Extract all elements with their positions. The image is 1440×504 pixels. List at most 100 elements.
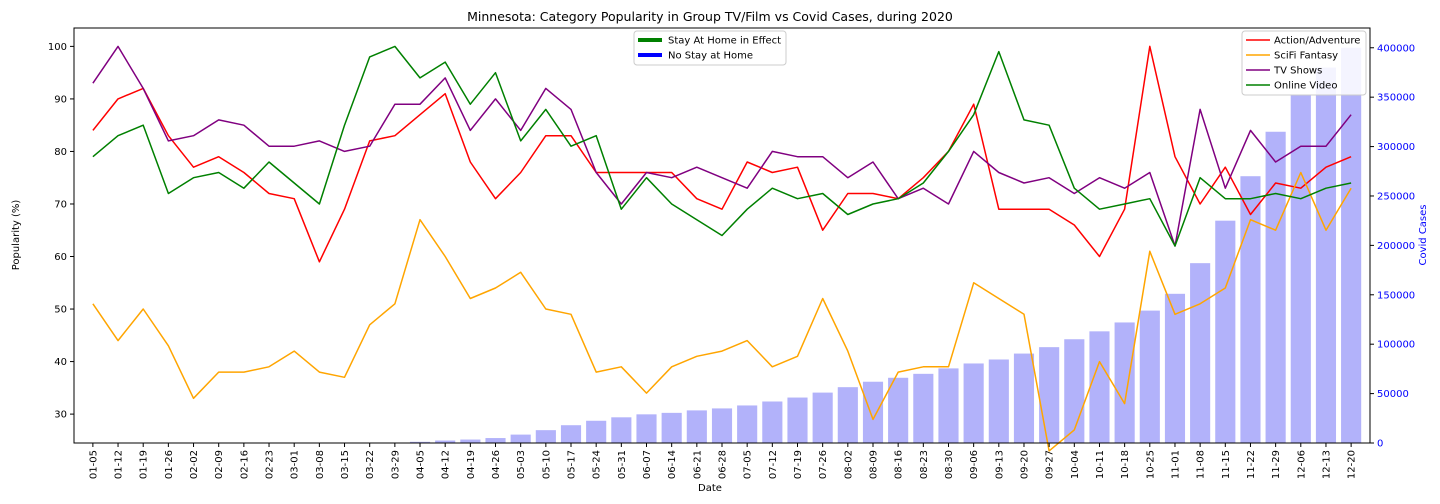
y2-tick-label: 150000: [1377, 290, 1415, 301]
y2-tick-label: 350000: [1377, 93, 1415, 104]
covid-bar: [409, 441, 431, 443]
covid-bar: [485, 438, 506, 443]
covid-bar: [586, 420, 607, 443]
series-lines: [92, 45, 1352, 452]
x-tick-label: 05-24: [592, 450, 603, 479]
covid-bar: [560, 425, 582, 443]
covid-bar: [1215, 220, 1236, 443]
covid-bar: [1039, 347, 1060, 443]
x-tick-label: 08-02: [843, 450, 854, 479]
legend-label: Stay At Home in Effect: [668, 36, 781, 47]
series-line-scifi-fantasy: [92, 171, 1352, 452]
covid-bar: [737, 405, 758, 443]
y2-tick-label: 400000: [1377, 43, 1415, 54]
covid-bar: [1190, 263, 1211, 443]
y-tick-label: 70: [54, 199, 67, 210]
covid-bar: [1164, 293, 1186, 443]
legend-label: Online Video: [1274, 81, 1337, 92]
x-tick-label: 12-06: [1296, 450, 1307, 479]
x-tick-label: 10-04: [1070, 450, 1081, 479]
covid-bar: [1013, 353, 1035, 443]
x-tick-label: 11-01: [1171, 450, 1182, 479]
x-tick-label: 03-22: [365, 450, 376, 479]
series-line-tv-shows: [92, 45, 1352, 247]
covid-bar: [460, 439, 481, 443]
x-tick-label: 03-08: [315, 450, 326, 479]
x-tick-label: 11-08: [1196, 450, 1207, 479]
y2-tick-label: 50000: [1377, 389, 1409, 400]
y2-tick-label: 100000: [1377, 340, 1415, 351]
covid-bar: [510, 434, 531, 443]
x-tick-label: 05-31: [617, 450, 628, 479]
x-tick-label: 06-28: [718, 450, 729, 479]
covid-bar: [913, 373, 934, 443]
x-tick-label: 11-22: [1246, 450, 1257, 479]
covid-bar: [1265, 131, 1286, 443]
covid-bar: [1240, 176, 1261, 443]
x-tick-label: 05-10: [541, 450, 552, 479]
x-tick-label: 01-05: [88, 450, 99, 479]
x-tick-label: 11-15: [1221, 450, 1232, 479]
x-tick-label: 10-25: [1145, 450, 1156, 479]
legend-label: TV Shows: [1273, 66, 1322, 77]
y2-tick-label: 0: [1377, 439, 1383, 450]
legend-label: Action/Adventure: [1274, 36, 1360, 47]
covid-bar: [837, 387, 858, 443]
covid-bar: [1341, 47, 1362, 444]
covid-bar: [1315, 67, 1337, 444]
y-tick-label: 80: [54, 147, 67, 158]
x-tick-label: 07-12: [768, 450, 779, 479]
y-tick-label: 50: [54, 305, 67, 316]
x-tick-label: 02-09: [214, 450, 225, 479]
x-tick-label: 07-19: [793, 450, 804, 479]
covid-bar: [938, 368, 959, 443]
x-tick-label: 09-13: [994, 450, 1005, 479]
x-tick-label: 05-03: [516, 450, 527, 479]
x-tick-label: 12-20: [1347, 450, 1358, 479]
covid-bar: [535, 430, 556, 443]
y-tick-label: 60: [54, 252, 67, 263]
x-tick-label: 06-07: [642, 450, 653, 479]
y-axis-label: Popularity (%): [11, 200, 22, 271]
covid-bar: [611, 417, 632, 443]
covid-bar: [988, 359, 1009, 443]
x-tick-label: 02-16: [239, 450, 250, 479]
x-tick-label: 02-23: [265, 450, 276, 479]
covid-bar: [812, 392, 833, 443]
x-tick-label: 09-20: [1020, 450, 1031, 479]
series-line-online-video: [92, 45, 1352, 247]
y2-axis-label: Covid Cases: [1418, 204, 1429, 265]
covid-bar: [888, 377, 909, 443]
x-tick-label: 10-11: [1095, 450, 1106, 479]
x-tick-label: 03-29: [390, 450, 401, 479]
legend-label: No Stay at Home: [668, 51, 753, 62]
covid-bar: [862, 381, 884, 443]
x-tick-label: 08-23: [919, 450, 930, 479]
x-tick-label: 07-26: [818, 450, 829, 479]
x-tick-label: 04-26: [491, 450, 502, 479]
series-line-action-adventure: [92, 45, 1352, 263]
legend-label: SciFi Fantasy: [1274, 51, 1338, 62]
covid-bar: [636, 414, 657, 443]
covid-bar: [762, 401, 783, 443]
covid-bar: [1139, 310, 1160, 443]
covid-bar: [1290, 95, 1311, 443]
x-tick-label: 05-17: [567, 450, 578, 479]
y-tick-label: 40: [54, 357, 67, 368]
covid-bar: [963, 363, 984, 443]
y2-tick-label: 200000: [1377, 241, 1415, 252]
x-tick-label: 06-14: [667, 450, 678, 479]
covid-bar: [661, 412, 682, 443]
x-tick-label: 02-02: [189, 450, 200, 479]
x-tick-label: 04-05: [416, 450, 427, 479]
x-axis-label: Date: [698, 483, 722, 494]
x-tick-label: 01-26: [164, 450, 175, 479]
x-tick-label: 08-30: [944, 450, 955, 479]
x-tick-label: 06-21: [692, 450, 703, 479]
y2-tick-label: 300000: [1377, 142, 1415, 153]
legends: Stay At Home in Effect No Stay at Home Act…: [633, 30, 1367, 96]
y-tick-label: 90: [54, 94, 67, 105]
x-tick-label: 04-12: [441, 450, 452, 479]
covid-bar: [711, 408, 733, 443]
